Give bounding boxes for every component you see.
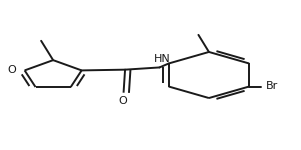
Text: O: O <box>118 96 127 106</box>
Text: O: O <box>8 65 17 75</box>
Text: Br: Br <box>265 81 278 91</box>
Text: HN: HN <box>154 54 171 64</box>
